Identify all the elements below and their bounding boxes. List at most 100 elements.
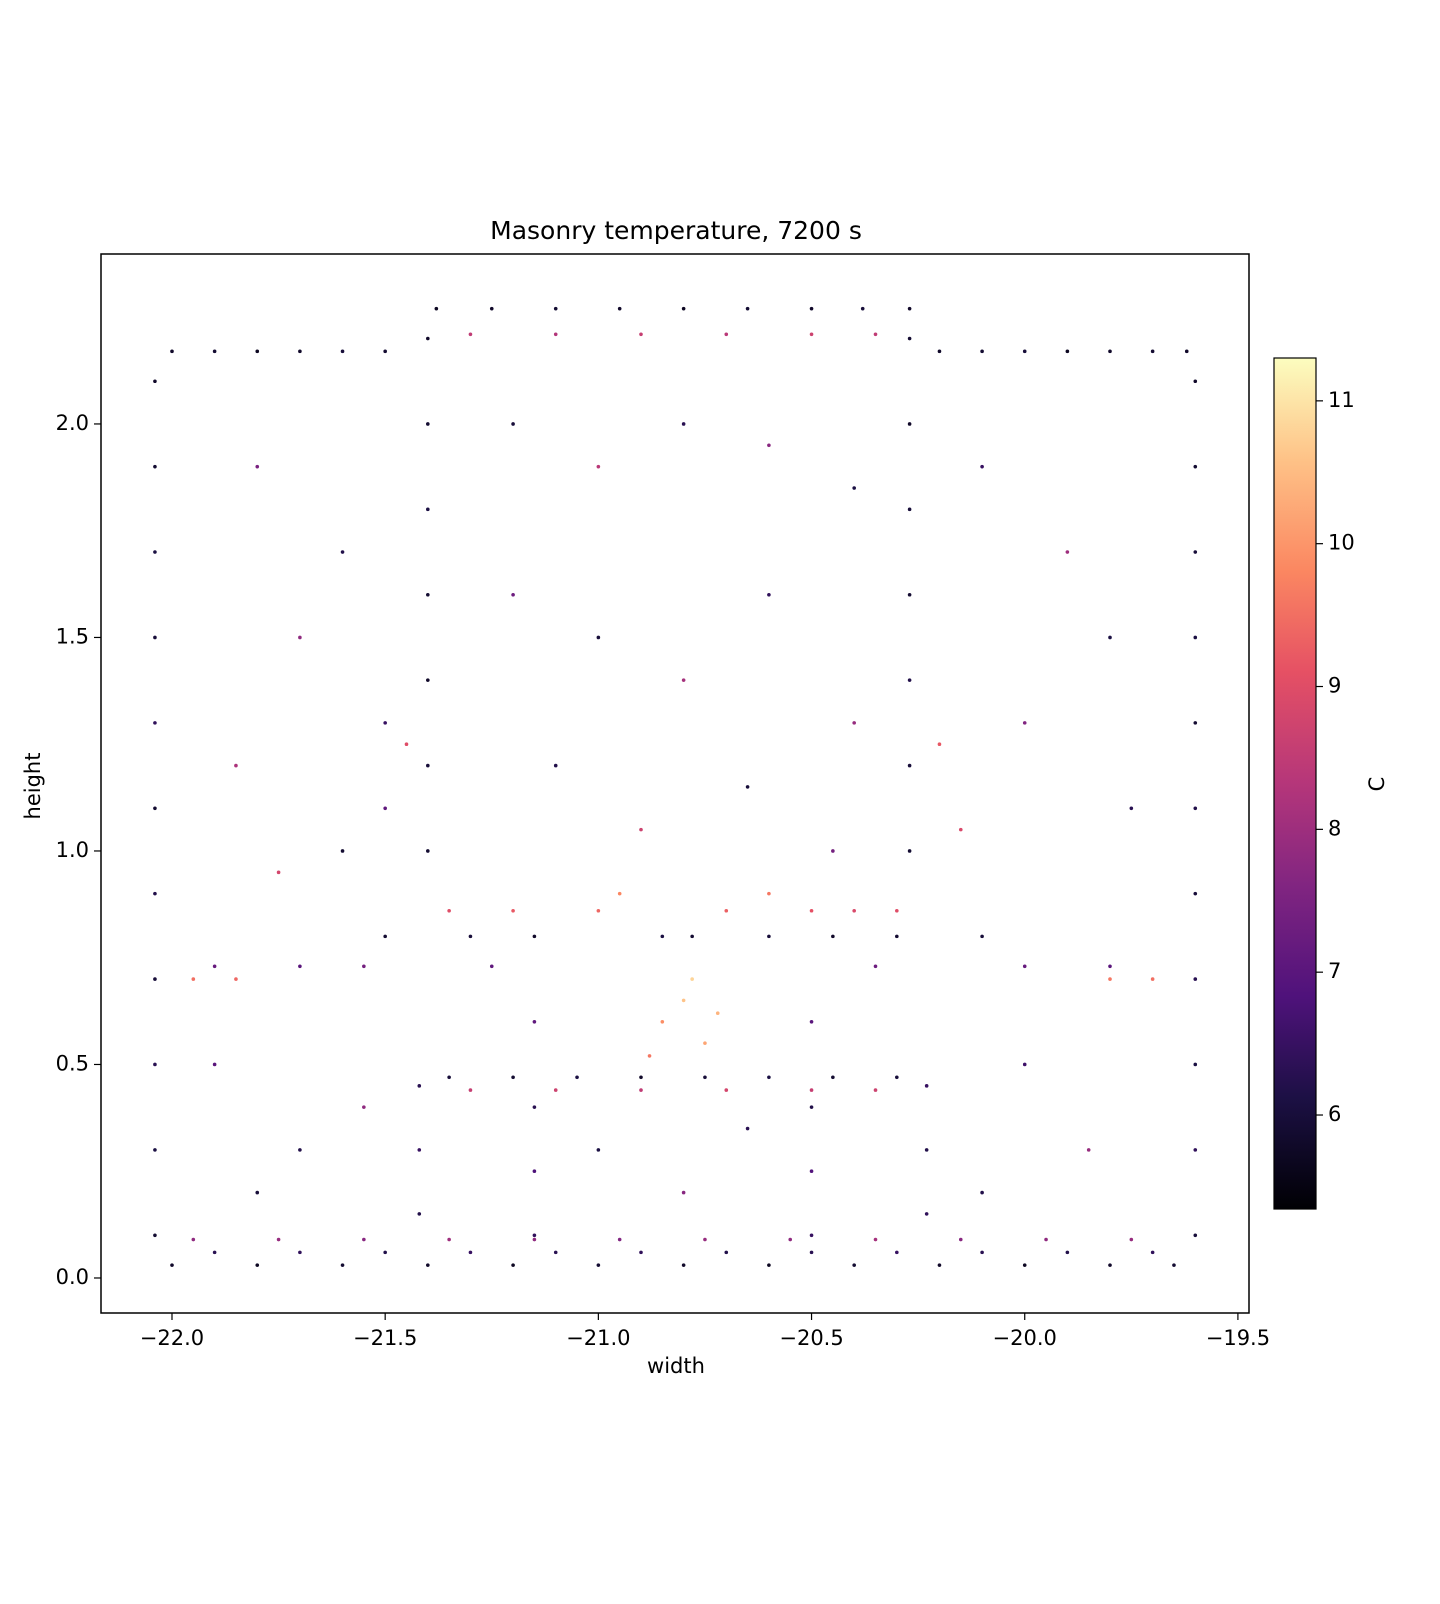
point (895, 934, 899, 939)
point (1193, 1062, 1198, 1067)
point (1108, 977, 1112, 981)
point (681, 422, 686, 426)
point (276, 870, 281, 875)
point (468, 934, 473, 939)
point (153, 464, 157, 469)
point (1065, 1250, 1070, 1255)
point (532, 1237, 537, 1242)
point (212, 1250, 217, 1255)
point (298, 964, 302, 969)
point (553, 306, 558, 311)
point (426, 1263, 430, 1267)
point (1193, 721, 1198, 725)
point (1065, 550, 1070, 554)
point (1150, 977, 1155, 981)
colorbar-tick-label: 6 (1328, 1102, 1341, 1126)
point (153, 806, 157, 811)
point (383, 349, 387, 354)
point (575, 1075, 579, 1080)
point (895, 1075, 899, 1080)
colorbar-tick-label: 9 (1328, 674, 1341, 698)
point (681, 1190, 686, 1195)
point (681, 678, 686, 682)
point (681, 1263, 686, 1267)
point (532, 1233, 537, 1238)
point (1193, 806, 1198, 811)
point (153, 1062, 157, 1067)
point (703, 1237, 707, 1242)
point (907, 678, 912, 682)
plot-frame (100, 253, 1250, 1314)
point (895, 908, 899, 913)
y-axis-label: height (21, 753, 45, 820)
point (426, 422, 430, 426)
colorbar-tick-label: 10 (1328, 531, 1355, 555)
point (895, 1250, 899, 1255)
colorbar-tick-label: 11 (1328, 388, 1355, 412)
point (788, 1237, 793, 1242)
point (383, 1250, 387, 1255)
point (383, 934, 387, 939)
point (511, 1075, 515, 1080)
point (468, 1088, 473, 1092)
point (980, 1190, 984, 1195)
point (153, 635, 157, 640)
x-tick-label: −21.0 (566, 1326, 630, 1350)
point (532, 934, 537, 939)
point (153, 977, 157, 981)
x-axis-label: width (647, 1354, 705, 1378)
point (553, 1250, 558, 1255)
point (873, 964, 878, 969)
point (511, 422, 515, 426)
point (907, 763, 912, 768)
point (703, 1075, 707, 1080)
point (639, 1075, 643, 1080)
colorbar-tick-label: 7 (1328, 959, 1341, 983)
point (596, 1148, 601, 1152)
point (596, 1263, 601, 1267)
y-tick-label: 0.0 (56, 1265, 89, 1289)
point (255, 349, 260, 354)
point (596, 908, 601, 913)
point (383, 721, 387, 725)
point (1044, 1237, 1048, 1242)
point (767, 1263, 771, 1267)
point (1193, 379, 1198, 384)
point (639, 827, 643, 832)
y-tick-label: 1.5 (56, 624, 89, 648)
colorbar-tick-label: 8 (1328, 816, 1341, 840)
point (340, 1263, 345, 1267)
point (809, 1233, 814, 1238)
point (1022, 721, 1027, 725)
point (362, 1237, 366, 1242)
point (937, 1263, 942, 1267)
point (1129, 806, 1134, 811)
point (191, 977, 196, 981)
point (660, 934, 665, 939)
point (417, 1084, 422, 1088)
point (1086, 1148, 1091, 1152)
point (417, 1148, 422, 1152)
point (170, 349, 174, 354)
y-tick-label: 2.0 (56, 411, 89, 435)
point (745, 306, 750, 311)
point (596, 635, 601, 640)
point (907, 336, 912, 341)
point (532, 1019, 537, 1024)
point (852, 1263, 856, 1267)
point (809, 1105, 814, 1109)
point (255, 464, 260, 469)
point (924, 1212, 929, 1216)
point (852, 721, 856, 725)
point (831, 849, 835, 853)
point (1193, 977, 1198, 981)
point (907, 306, 912, 311)
point (767, 443, 771, 448)
point (809, 1169, 814, 1174)
point (511, 592, 515, 597)
point (1193, 1233, 1198, 1238)
point (852, 908, 856, 913)
point (1150, 349, 1155, 354)
point (724, 908, 729, 913)
